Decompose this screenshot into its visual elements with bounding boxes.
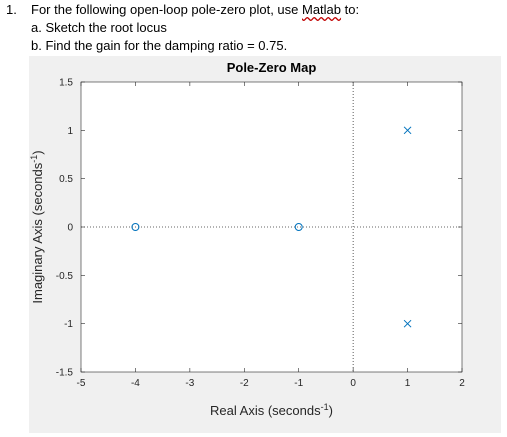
x-axis-title-main: Real Axis (seconds [210,403,321,418]
y-tick-label: -1 [64,319,73,330]
pole-marker [403,126,412,135]
prompt-text-start: For the following open-loop pole-zero pl… [31,2,302,17]
task-item-a: a. Sketch the root locus [31,20,167,35]
prompt-text-end: to: [341,2,360,17]
x-axis-title-exponent: -1 [321,402,329,412]
pole-zero-chart: -5 -4 -3 -2 -1 0 1 2 -1.5 -1 -0.5 0 0.5 1 1.5 Pole-Zer… [29,60,465,418]
pole-zero-figure: -5 -4 -3 -2 -1 0 1 2 -1.5 -1 -0.5 0 0.5 1 1.5 Pole-Zer… [29,56,501,433]
y-tick-label: 1.5 [59,78,73,89]
y-tick-label: 1 [67,126,73,137]
chart-title: Pole-Zero Map [227,60,317,75]
x-axis-title-end: ) [329,403,333,418]
x-tick-label: -5 [77,378,86,389]
x-axis-title: Real Axis (seconds-1) [210,402,333,418]
y-axis-title-exponent: -1 [29,155,39,163]
matlab-word: Matlab [302,2,342,17]
question-prompt: For the following open-loop pole-zero pl… [31,2,359,17]
pole-marker-stroke [403,319,412,328]
zero-marker [131,223,140,231]
x-tick-label: -4 [131,378,140,389]
y-tick-label: -1.5 [56,368,74,379]
y-axis-title-end: ) [30,150,45,154]
pole-marker [403,319,412,328]
x-tick-label: -3 [185,378,194,389]
x-tick-label: 1 [405,378,411,389]
y-axis-title: Imaginary Axis (seconds-1) [29,150,45,303]
y-axis-title-main: Imaginary Axis (seconds [30,162,45,303]
x-tick-label: -1 [294,378,303,389]
zero-marker [294,223,303,231]
y-tick-label: -0.5 [56,271,74,282]
y-tick-label: 0 [67,223,73,234]
question-number: 1. [6,2,17,17]
x-tick-label: 2 [459,378,465,389]
task-item-b: b. Find the gain for the damping ratio =… [31,38,288,53]
x-tick-label: -2 [240,378,249,389]
pole-marker-stroke [403,126,412,135]
x-tick-label: 0 [350,378,356,389]
y-tick-label: 0.5 [59,174,73,185]
plot-frame [80,81,463,373]
